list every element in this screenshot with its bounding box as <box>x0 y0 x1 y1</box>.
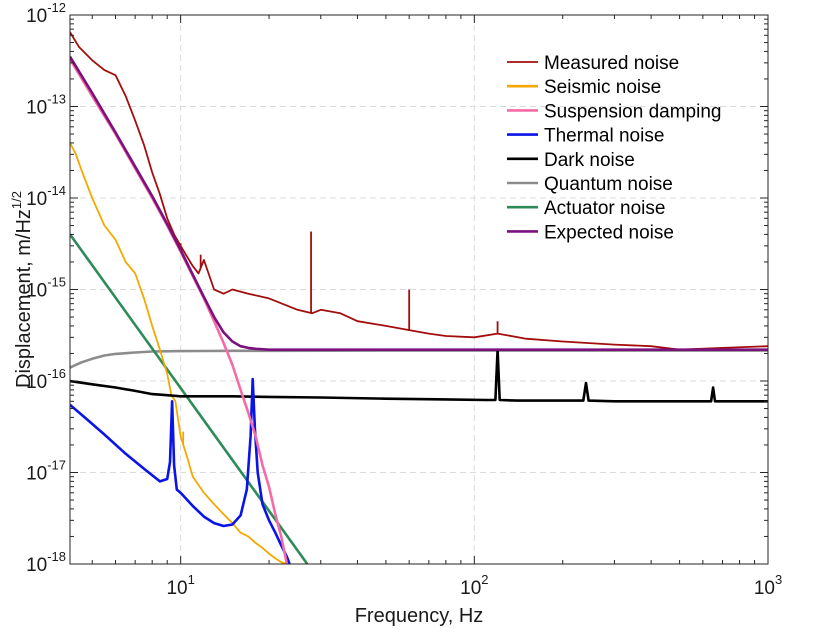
y-tick-label: 10-16 <box>26 366 66 393</box>
x-axis-label: Frequency, Hz <box>355 605 484 627</box>
seismic-noise-line <box>70 142 288 564</box>
dark-noise-line <box>70 348 768 403</box>
y-tick-label: 10-13 <box>26 92 66 119</box>
legend-label-thermal-noise: Thermal noise <box>544 126 664 147</box>
legend-label-suspension-damping: Suspension damping <box>544 101 721 122</box>
legend-label-actuator-noise: Actuator noise <box>544 198 665 219</box>
x-tick-label: 102 <box>460 572 488 599</box>
legend-label-measured-noise: Measured noise <box>544 53 679 74</box>
legend-label-expected-noise: Expected noise <box>544 222 674 243</box>
y-axis-label: Displacement, m/Hz1/2 <box>9 191 35 388</box>
y-tick-label: 10-17 <box>26 458 66 485</box>
actuator-noise-line <box>70 233 309 564</box>
legend-label-seismic-noise: Seismic noise <box>544 77 661 98</box>
y-tick-labels: 10-12 10-13 10-14 10-15 10-16 10-17 10-18 <box>26 0 66 576</box>
x-tick-label: 101 <box>166 572 194 599</box>
x-tick-label: 103 <box>754 572 782 599</box>
legend: Measured noise Seismic noise Suspension da… <box>507 53 721 243</box>
measured-noise-line <box>70 31 768 351</box>
x-tick-labels: 101 102 103 <box>166 572 782 599</box>
legend-label-dark-noise: Dark noise <box>544 150 635 171</box>
expected-noise-line <box>70 56 768 352</box>
y-tick-label: 10-15 <box>26 275 66 302</box>
series-layer <box>70 31 768 564</box>
y-tick-label: 10-14 <box>26 183 66 210</box>
axes <box>69 14 769 565</box>
y-axis-label-text: Displacement, m/Hz <box>13 209 35 388</box>
thermal-noise-line <box>70 377 291 564</box>
y-tick-label: 10-18 <box>26 549 66 576</box>
y-tick-label: 10-12 <box>26 0 66 27</box>
y-axis-label-exponent: 1/2 <box>9 191 24 209</box>
legend-label-quantum-noise: Quantum noise <box>544 174 673 195</box>
